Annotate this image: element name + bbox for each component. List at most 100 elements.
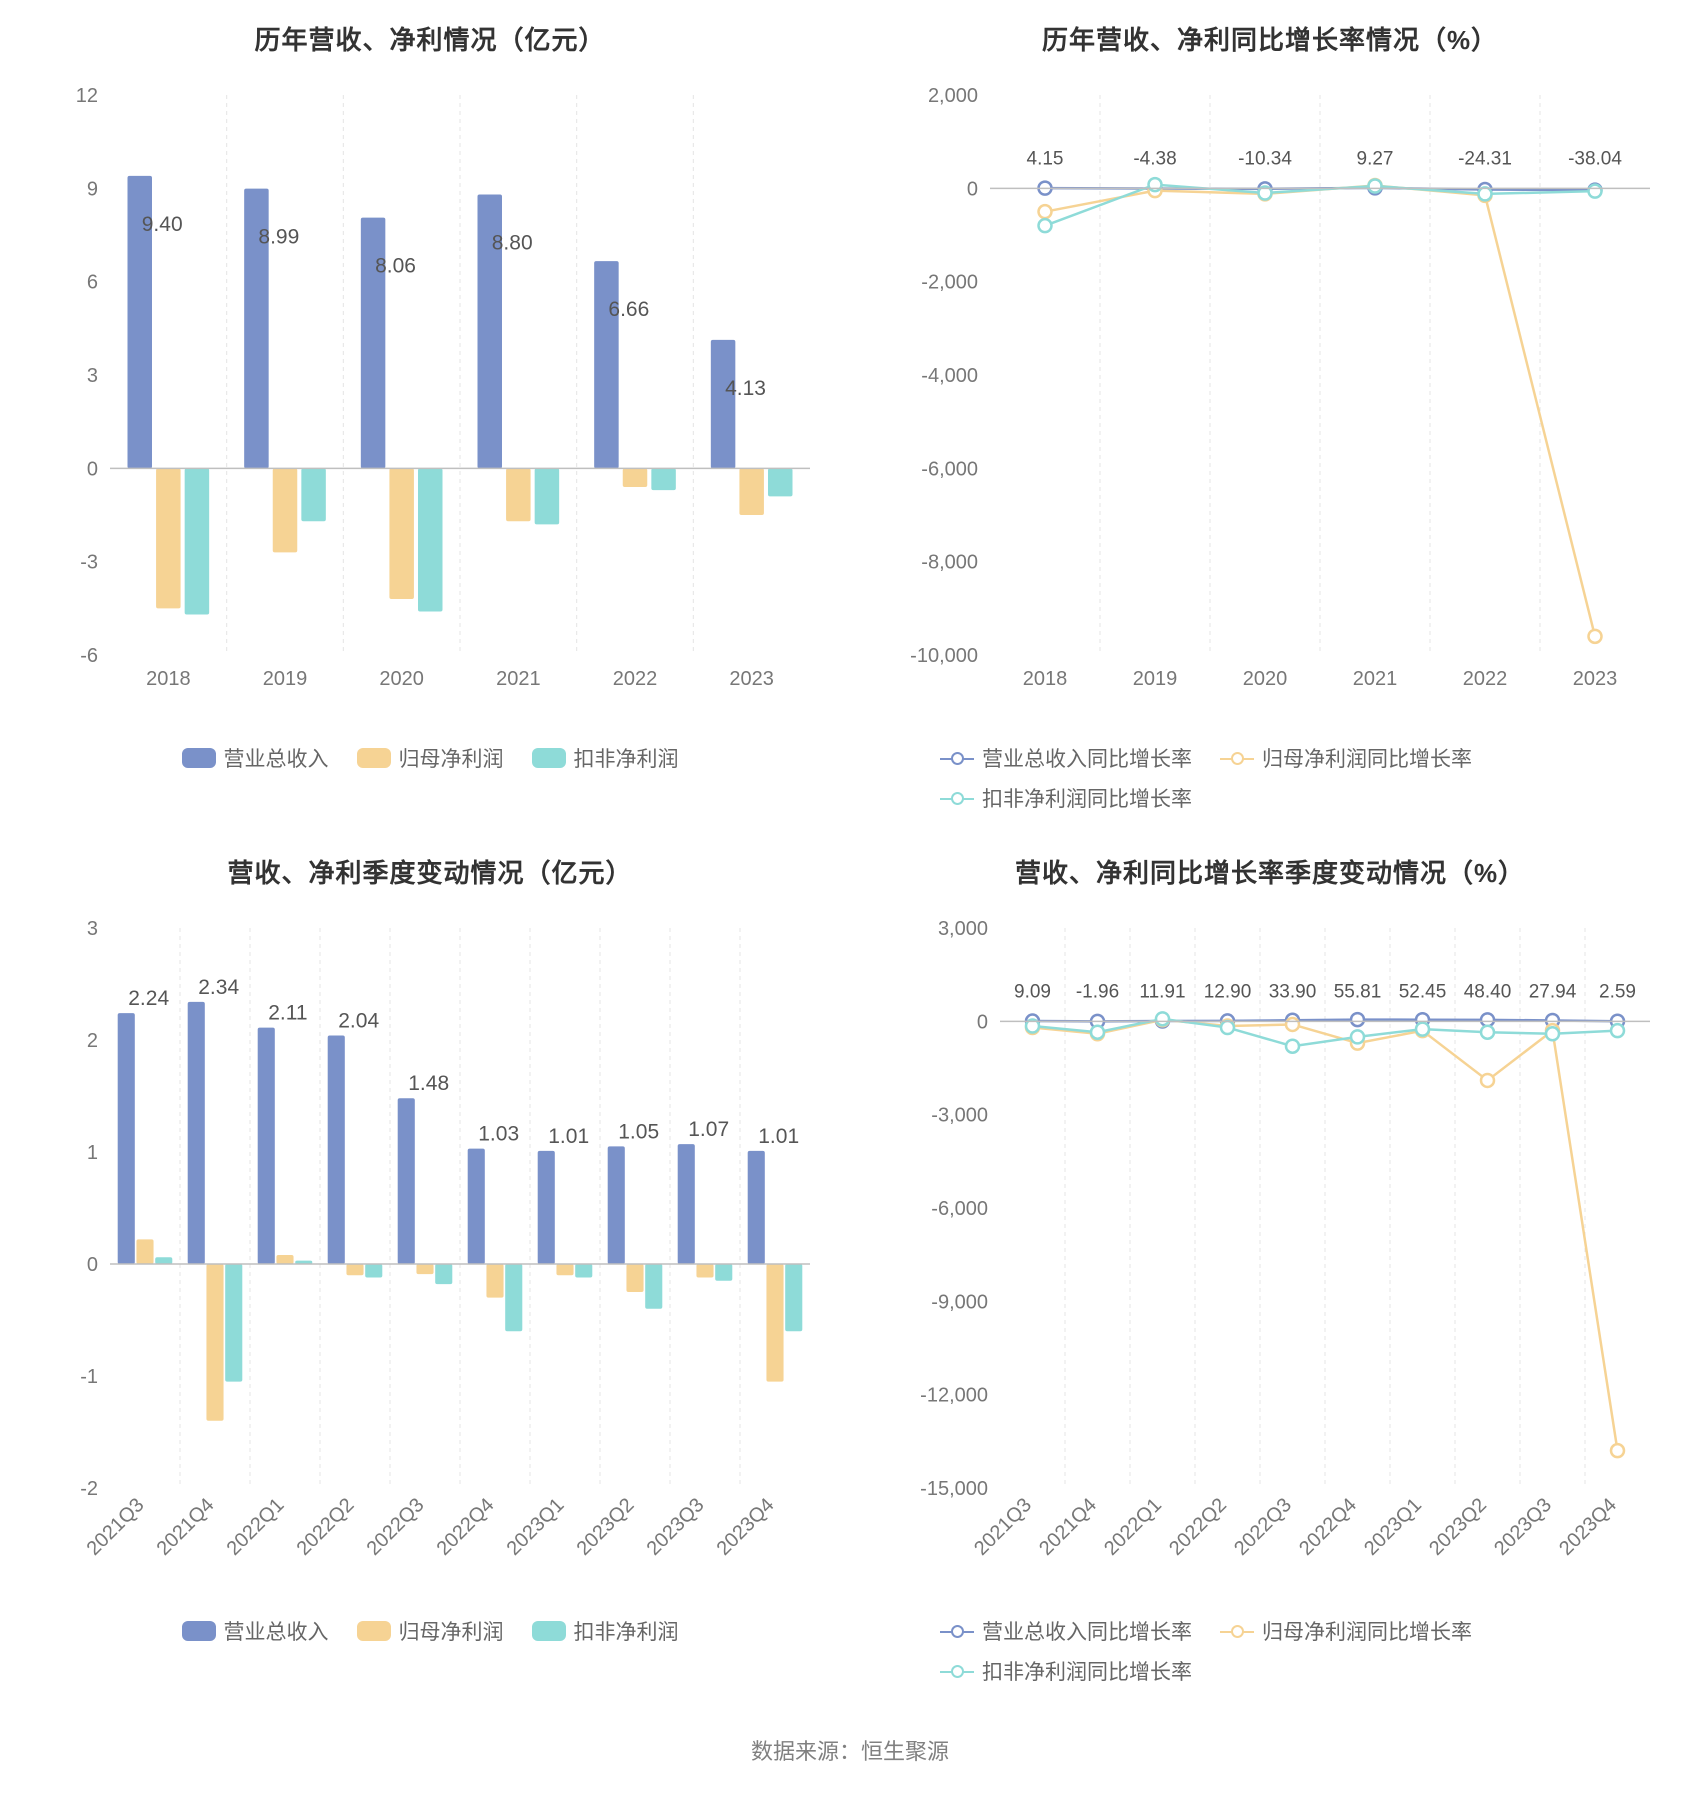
svg-text:9: 9	[87, 178, 98, 200]
legend-item: 扣非净利润	[532, 743, 679, 773]
chart-title: 历年营收、净利同比增长率情况（%）	[880, 20, 1660, 57]
svg-text:2022: 2022	[613, 668, 658, 690]
legend-swatch	[357, 748, 391, 768]
legend-swatch	[357, 1621, 391, 1641]
svg-text:2021: 2021	[496, 668, 541, 690]
svg-text:8.99: 8.99	[258, 226, 299, 249]
legend-item: 营业总收入同比增长率	[940, 1616, 1192, 1646]
legend-swatch	[940, 791, 974, 805]
legend-item: 归母净利润同比增长率	[1220, 743, 1472, 773]
legend-item: 归母净利润同比增长率	[1220, 1616, 1472, 1646]
panel-annual-line: 历年营收、净利同比增长率情况（%） -10,000-8,000-6,000-4,…	[880, 20, 1660, 813]
svg-text:2018: 2018	[1023, 668, 1068, 690]
legend-swatch	[1220, 1624, 1254, 1638]
legend-item: 扣非净利润	[532, 1616, 679, 1646]
svg-text:4.15: 4.15	[1027, 148, 1064, 169]
legend-swatch	[182, 1621, 216, 1641]
svg-text:12.90: 12.90	[1204, 981, 1252, 1002]
legend-label: 扣非净利润同比增长率	[982, 783, 1192, 813]
svg-text:-6,000: -6,000	[921, 458, 978, 480]
svg-text:-15,000: -15,000	[920, 1478, 988, 1500]
svg-text:9.09: 9.09	[1014, 981, 1051, 1002]
panel-quarterly-line: 营收、净利同比增长率季度变动情况（%） -15,000 -12,000 -9,000…	[880, 853, 1660, 1686]
svg-text:2022: 2022	[1463, 668, 1508, 690]
svg-text:2021Q3: 2021Q3	[970, 1494, 1036, 1560]
svg-text:-2,000: -2,000	[921, 272, 978, 294]
svg-text:1.05: 1.05	[618, 1120, 659, 1143]
svg-text:2022Q1: 2022Q1	[223, 1494, 289, 1560]
legend-line-tr: 营业总收入同比增长率归母净利润同比增长率扣非净利润同比增长率	[880, 725, 1660, 813]
legend-swatch	[940, 1624, 974, 1638]
svg-text:2023Q4: 2023Q4	[713, 1494, 779, 1560]
svg-text:-6: -6	[80, 645, 98, 667]
svg-text:2.04: 2.04	[338, 1010, 379, 1033]
chart-canvas-bl: -2-101232021Q32021Q42022Q12022Q22022Q320…	[40, 918, 820, 1598]
svg-text:-3,000: -3,000	[931, 1105, 988, 1127]
chart-title: 营收、净利季度变动情况（亿元）	[40, 853, 820, 890]
legend-swatch	[940, 1664, 974, 1678]
svg-text:9.27: 9.27	[1357, 148, 1394, 169]
legend-item: 扣非净利润同比增长率	[940, 783, 1192, 813]
legend-swatch	[182, 748, 216, 768]
legend-label: 营业总收入	[224, 1616, 329, 1646]
svg-text:3: 3	[87, 365, 98, 387]
svg-text:11.91: 11.91	[1139, 981, 1185, 1002]
legend-label: 归母净利润	[399, 1616, 504, 1646]
svg-text:2018: 2018	[146, 668, 191, 690]
svg-text:-12,000: -12,000	[920, 1385, 988, 1407]
legend-label: 归母净利润	[399, 743, 504, 773]
legend-item: 营业总收入同比增长率	[940, 743, 1192, 773]
svg-text:-3: -3	[80, 552, 98, 574]
svg-text:2021: 2021	[1353, 668, 1398, 690]
svg-text:6.66: 6.66	[608, 298, 649, 321]
legend-label: 扣非净利润同比增长率	[982, 1656, 1192, 1686]
chart-title: 营收、净利同比增长率季度变动情况（%）	[880, 853, 1660, 890]
svg-text:2020: 2020	[379, 668, 424, 690]
svg-text:-6,000: -6,000	[931, 1198, 988, 1220]
svg-text:55.81: 55.81	[1334, 981, 1382, 1002]
svg-text:2022Q1: 2022Q1	[1100, 1494, 1166, 1560]
svg-text:2.34: 2.34	[198, 976, 239, 999]
legend-label: 营业总收入同比增长率	[982, 743, 1192, 773]
svg-text:2020: 2020	[1243, 668, 1288, 690]
svg-text:0: 0	[967, 178, 978, 200]
legend-swatch	[532, 748, 566, 768]
svg-text:2023Q3: 2023Q3	[643, 1494, 709, 1560]
svg-text:2019: 2019	[263, 668, 308, 690]
svg-text:2022Q3: 2022Q3	[1230, 1494, 1296, 1560]
svg-text:4.13: 4.13	[725, 377, 766, 400]
svg-text:2022Q3: 2022Q3	[363, 1494, 429, 1560]
legend-label: 扣非净利润	[574, 1616, 679, 1646]
svg-text:2022Q4: 2022Q4	[1295, 1494, 1361, 1560]
panel-quarterly-bar: 营收、净利季度变动情况（亿元） -2-101232021Q32021Q42022…	[40, 853, 820, 1686]
svg-text:2021Q3: 2021Q3	[83, 1494, 149, 1560]
svg-text:33.90: 33.90	[1269, 981, 1317, 1002]
svg-text:-4.38: -4.38	[1133, 148, 1176, 169]
svg-text:-38.04: -38.04	[1568, 148, 1622, 169]
legend-swatch	[1220, 751, 1254, 765]
chart-title: 历年营收、净利情况（亿元）	[40, 20, 820, 57]
svg-text:2: 2	[87, 1030, 98, 1052]
svg-text:2023Q1: 2023Q1	[503, 1494, 569, 1560]
svg-text:2023Q3: 2023Q3	[1490, 1494, 1556, 1560]
data-source-label: 数据来源：恒生聚源	[40, 1734, 1660, 1766]
svg-text:0: 0	[87, 1254, 98, 1276]
svg-text:3: 3	[87, 918, 98, 940]
chart-canvas-tl: -6-30369122018201920202021202220239.408.…	[40, 85, 820, 725]
svg-text:1.48: 1.48	[408, 1072, 449, 1095]
svg-text:2.11: 2.11	[268, 1002, 307, 1025]
chart-canvas-br: -15,000-12,000-9,000-6,000-3,00003,00020…	[880, 918, 1660, 1598]
svg-text:2022Q4: 2022Q4	[433, 1494, 499, 1560]
svg-text:-10.34: -10.34	[1238, 148, 1292, 169]
svg-text:0: 0	[87, 458, 98, 480]
svg-text:-4,000: -4,000	[921, 365, 978, 387]
svg-text:1.01: 1.01	[548, 1125, 589, 1148]
svg-text:0: 0	[977, 1011, 988, 1033]
svg-text:-9,000: -9,000	[931, 1291, 988, 1313]
svg-text:2023Q1: 2023Q1	[1360, 1494, 1426, 1560]
svg-text:6: 6	[87, 272, 98, 294]
legend-label: 归母净利润同比增长率	[1262, 1616, 1472, 1646]
svg-text:2.24: 2.24	[128, 987, 169, 1010]
svg-text:12: 12	[76, 85, 98, 107]
legend-item: 归母净利润	[357, 743, 504, 773]
